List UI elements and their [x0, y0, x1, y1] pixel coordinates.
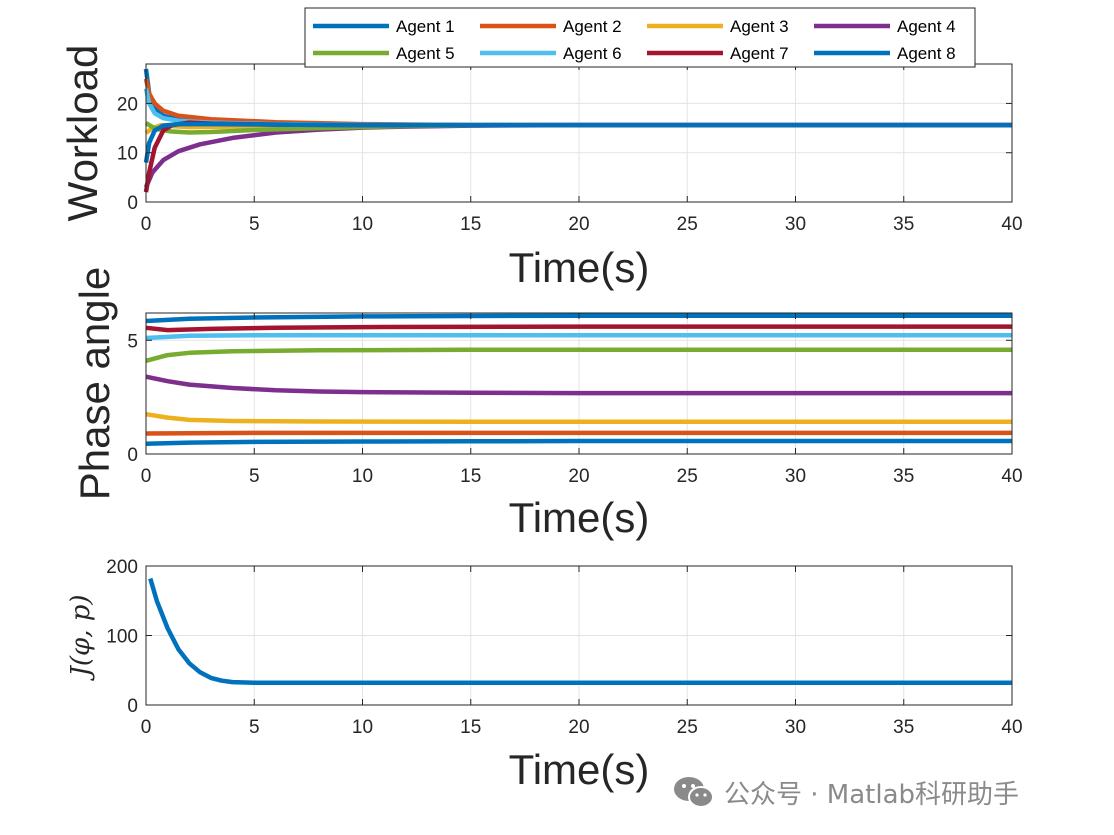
legend-entry: Agent 5 [396, 44, 455, 63]
x-tick-label: 35 [893, 717, 914, 738]
x-tick-label: 5 [249, 717, 260, 738]
x-tick-label: 0 [141, 466, 152, 487]
series-line-agent-8 [143, 121, 1012, 163]
x-tick-label: 5 [249, 466, 260, 487]
x-tick-label: 10 [352, 214, 373, 235]
legend-entry: Agent 1 [396, 17, 455, 36]
x-axis-label: Time(s) [509, 494, 650, 541]
x-tick-label: 15 [460, 214, 481, 235]
series-line-agent-5 [145, 347, 1012, 363]
x-tick-label: 25 [677, 717, 698, 738]
y-tick-label: 0 [127, 696, 138, 717]
x-tick-label: 25 [677, 466, 698, 487]
y-tick-label: 20 [117, 94, 138, 115]
x-tick-label: 20 [568, 466, 589, 487]
legend-box [304, 7, 976, 68]
series-line-agent-7 [145, 324, 1012, 333]
y-axis-label: Workload [59, 45, 106, 222]
x-axis-label: Time(s) [509, 244, 650, 291]
series-line-agent-4 [145, 374, 1012, 396]
x-tick-label: 30 [785, 466, 806, 487]
legend: Agent 1 Agent 2 Agent 3 Agent 4 Agent 5 Agent… [304, 7, 976, 68]
legend-entry: Agent 8 [897, 44, 956, 63]
x-tick-label: 5 [249, 214, 260, 235]
series-line-agent-6 [145, 333, 1012, 341]
series-line-agent-2 [145, 430, 1012, 436]
y-axis-label: Phase angle [71, 267, 118, 501]
series-line-j [148, 577, 1012, 686]
x-tick-label: 20 [568, 717, 589, 738]
x-tick-label: 40 [1001, 466, 1022, 487]
watermark: 公众号 · Matlab科研助手 [672, 772, 1019, 812]
y-tick-label: 5 [127, 331, 138, 352]
legend-entry: Agent 6 [563, 44, 622, 63]
x-tick-label: 35 [893, 466, 914, 487]
x-tick-label: 40 [1001, 214, 1022, 235]
x-tick-label: 30 [785, 214, 806, 235]
x-tick-label: 20 [568, 214, 589, 235]
y-axis-label: J(φ, p) [66, 594, 96, 681]
x-tick-label: 15 [460, 717, 481, 738]
y-tick-label: 200 [106, 557, 138, 578]
x-tick-label: 40 [1001, 717, 1022, 738]
x-tick-label: 25 [677, 214, 698, 235]
x-tick-label: 10 [352, 717, 373, 738]
watermark-text: 公众号 · Matlab科研助手 [724, 779, 1020, 810]
y-tick-label: 100 [106, 627, 138, 648]
series-line-agent-1 [145, 438, 1012, 447]
chart-1: 0 5 10 15 20 25 30 35 40 0 10 20 Time(s) Workload [59, 45, 1022, 291]
legend-entry: Agent 2 [563, 17, 622, 36]
wechat-icon [674, 777, 714, 808]
legend-entry: Agent 7 [730, 44, 789, 63]
x-tick-label: 30 [785, 717, 806, 738]
legend-entry: Agent 4 [897, 17, 956, 36]
x-tick-label: 10 [352, 466, 373, 487]
x-tick-label: 0 [141, 717, 152, 738]
x-tick-label: 0 [141, 214, 152, 235]
x-tick-label: 35 [893, 214, 914, 235]
chart-2: 0 5 10 15 20 25 30 35 40 0 5 Time(s) Phase angle [71, 267, 1022, 541]
chart-3: 0 5 10 15 20 25 30 35 40 0 100 200 Time(s) J(φ, p) [66, 557, 1023, 793]
legend-entry: Agent 3 [730, 17, 789, 36]
y-tick-label: 0 [127, 445, 138, 466]
y-tick-label: 0 [127, 193, 138, 214]
series-line-agent-3 [145, 411, 1012, 424]
y-tick-label: 10 [117, 144, 138, 165]
x-axis-label: Time(s) [509, 746, 650, 793]
x-tick-label: 15 [460, 466, 481, 487]
